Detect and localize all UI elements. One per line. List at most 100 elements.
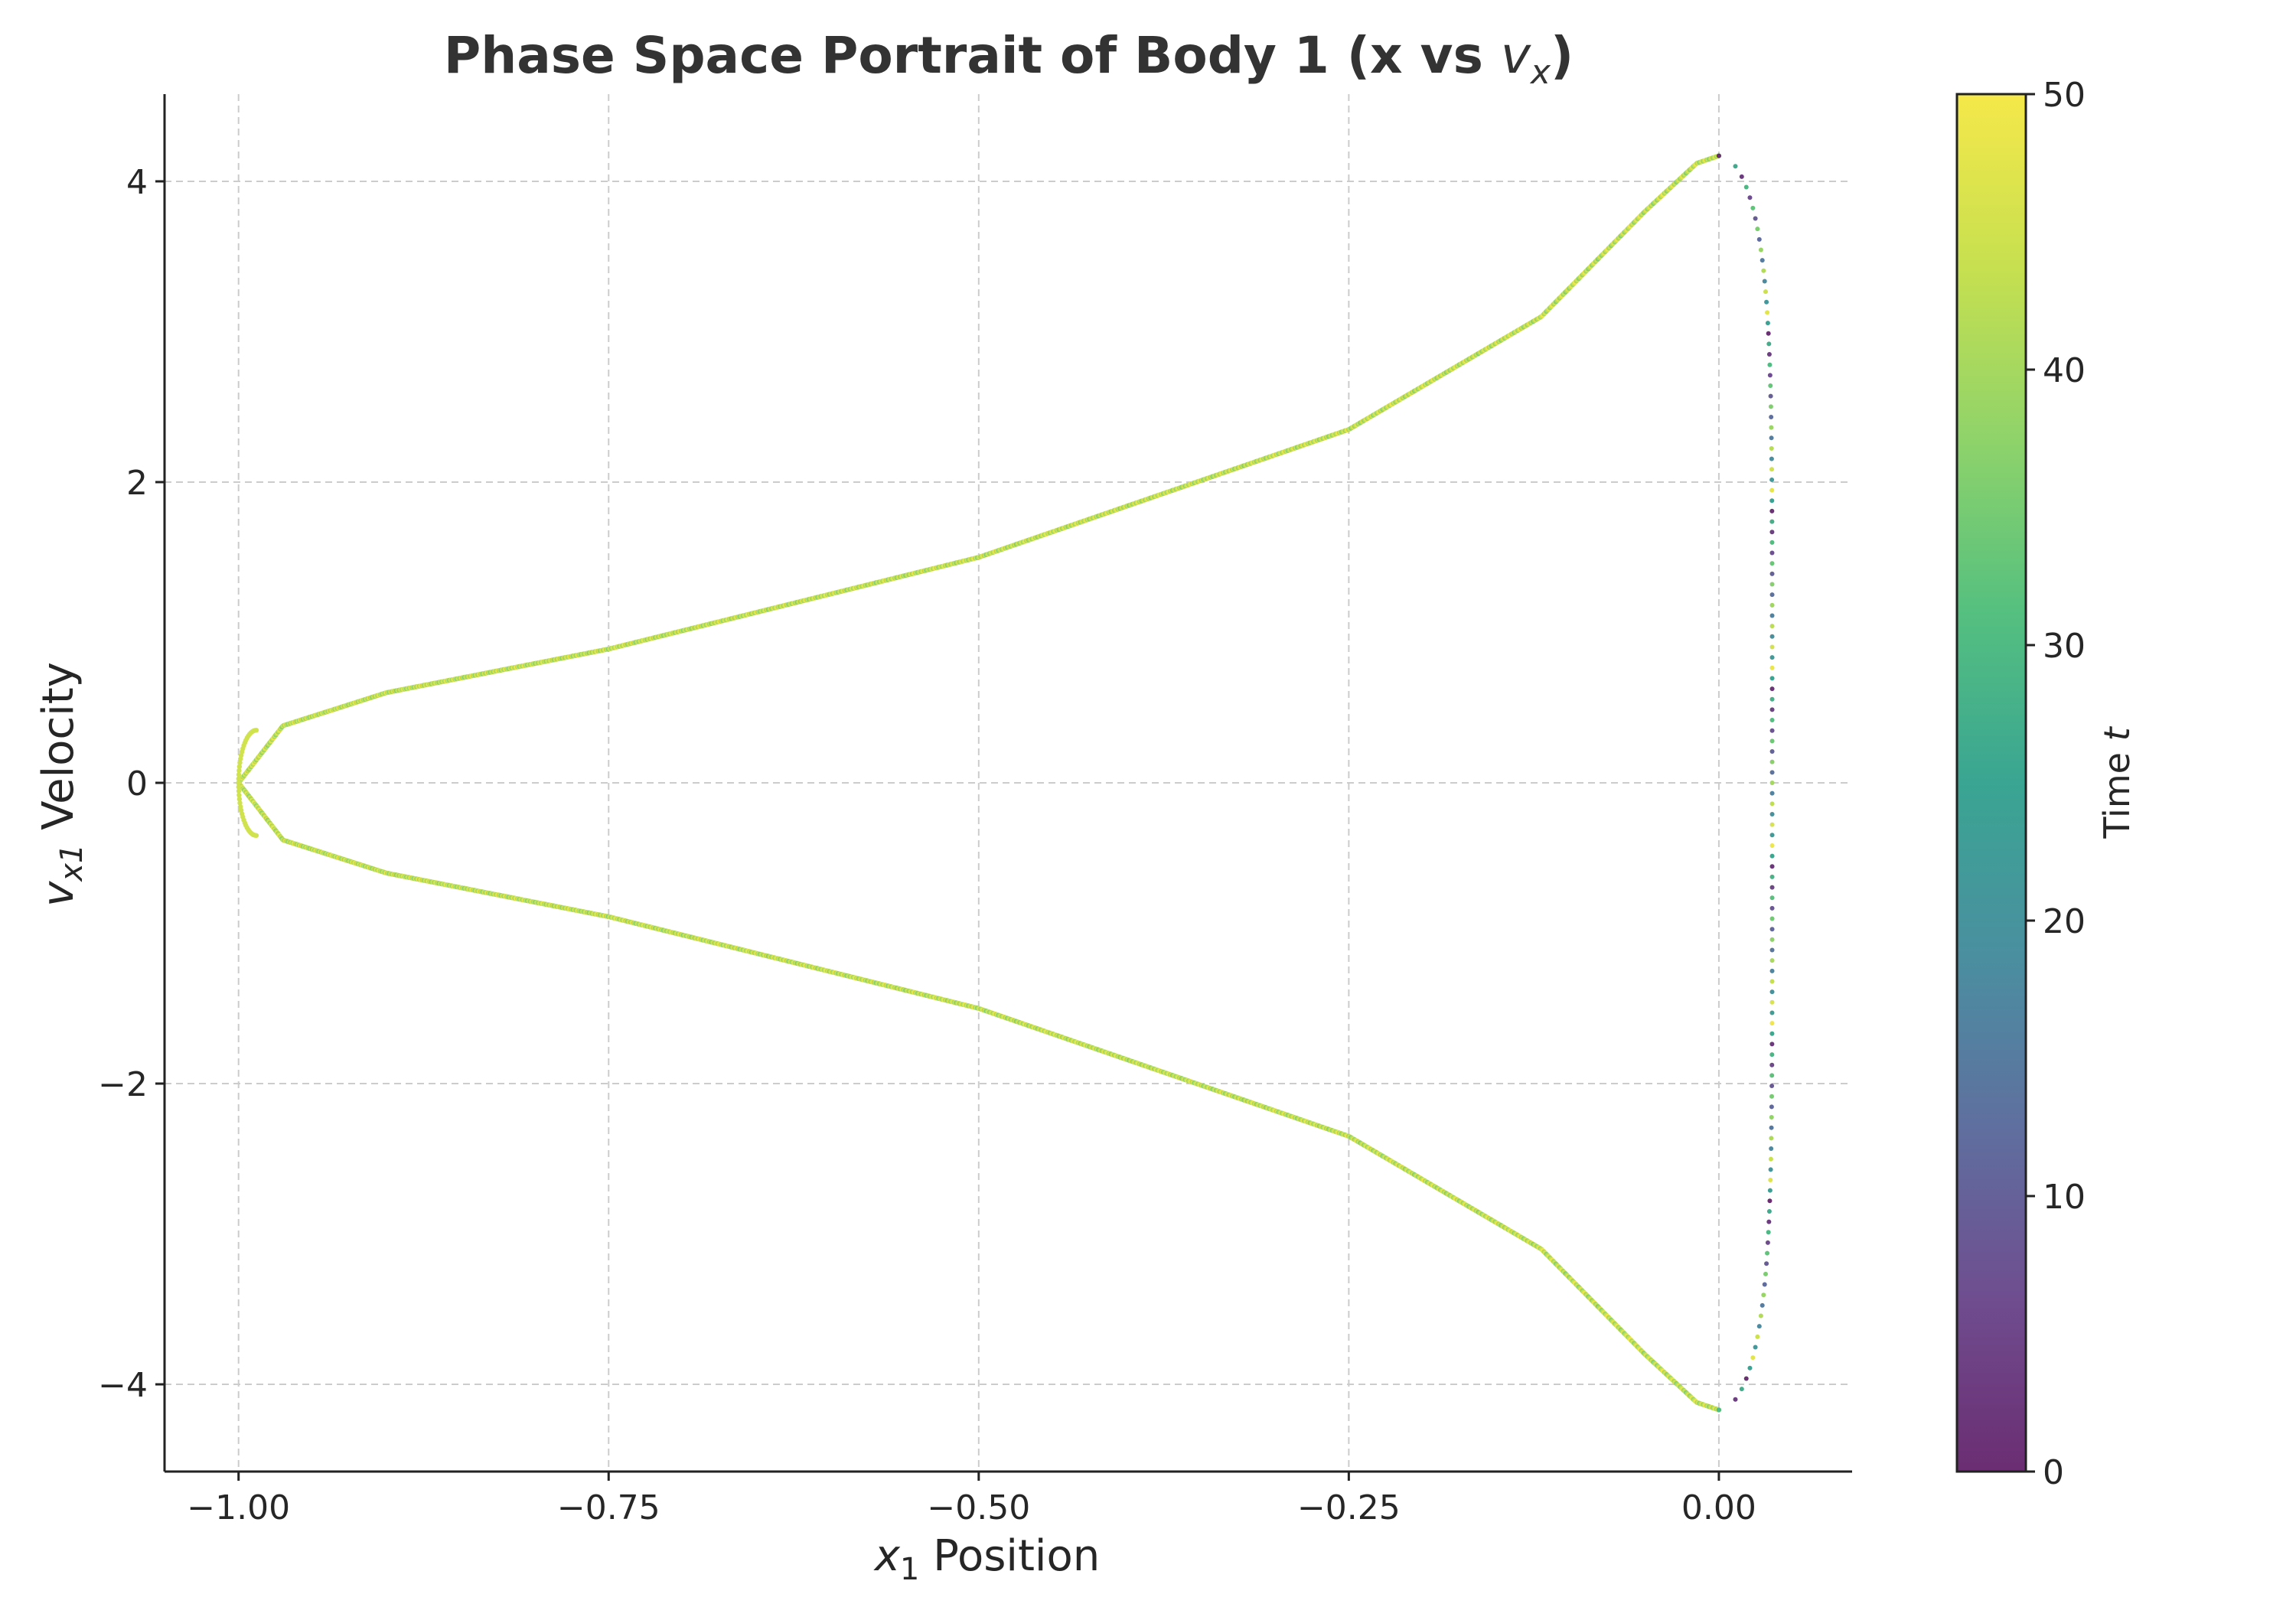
scatter-point bbox=[1750, 205, 1756, 210]
scatter-point bbox=[1769, 487, 1775, 493]
scatter-point bbox=[236, 797, 243, 802]
scatter-point bbox=[1747, 1365, 1753, 1371]
scatter-point bbox=[1769, 822, 1775, 827]
scatter-point bbox=[1753, 216, 1758, 221]
scatter-point bbox=[1769, 1136, 1774, 1141]
scatter-point bbox=[1769, 759, 1775, 764]
scatter-point bbox=[1769, 519, 1775, 524]
scatter-point bbox=[1768, 1177, 1773, 1182]
scatter-point bbox=[1769, 477, 1775, 482]
colorbar-tick-label: 40 bbox=[2043, 351, 2086, 390]
scatter-point bbox=[1769, 927, 1775, 932]
scatter-points bbox=[236, 153, 1775, 1413]
scatter-point bbox=[1767, 1188, 1773, 1193]
scatter-point bbox=[1769, 613, 1775, 618]
scatter-point bbox=[1756, 1324, 1762, 1329]
y-tick-label: 2 bbox=[126, 464, 148, 503]
scatter-point bbox=[1769, 801, 1775, 807]
scatter-point bbox=[1765, 1240, 1770, 1245]
scatter-point bbox=[1761, 268, 1766, 273]
scatter-point bbox=[1765, 1250, 1770, 1256]
scatter-point bbox=[236, 772, 242, 777]
scatter-point bbox=[1766, 1219, 1772, 1224]
scatter-point bbox=[1769, 738, 1775, 744]
colorbar-tick-label: 0 bbox=[2043, 1453, 2064, 1492]
y-ticks: −4 −2 0 2 4 bbox=[98, 163, 165, 1405]
scatter-point bbox=[1769, 602, 1775, 608]
scatter-point bbox=[236, 768, 242, 774]
x-ticks: −1.00 −0.75 −0.50 −0.25 0.00 bbox=[187, 1472, 1756, 1527]
scatter-point bbox=[1769, 989, 1775, 995]
scatter-point bbox=[1769, 561, 1775, 566]
scatter-point bbox=[1769, 1104, 1774, 1110]
scatter-point bbox=[1758, 247, 1763, 253]
scatter-point bbox=[236, 764, 243, 769]
scatter-point bbox=[1769, 425, 1774, 430]
scatter-point bbox=[236, 784, 241, 790]
scatter-point bbox=[1769, 1010, 1775, 1015]
scatter-point bbox=[1769, 781, 1775, 785]
scatter-point bbox=[1769, 624, 1775, 629]
scatter-point bbox=[1769, 874, 1775, 879]
x-tick-label: −0.75 bbox=[557, 1488, 660, 1527]
x-tick-label: −1.00 bbox=[187, 1488, 290, 1527]
scatter-point bbox=[1763, 289, 1768, 295]
scatter-point bbox=[1769, 1115, 1774, 1120]
scatter-point bbox=[1769, 1031, 1775, 1036]
scatter-point bbox=[1761, 1292, 1766, 1298]
scatter-point bbox=[1769, 833, 1775, 838]
y-axis-label: vx1 Velocity bbox=[34, 662, 90, 907]
scatter-point bbox=[253, 728, 259, 733]
scatter-point bbox=[1769, 592, 1775, 598]
scatter-point bbox=[1769, 1146, 1774, 1152]
scatter-point bbox=[1739, 174, 1744, 179]
scatter-point bbox=[1766, 1208, 1772, 1214]
scatter-point bbox=[1762, 1282, 1767, 1287]
scatter-point bbox=[1769, 770, 1775, 775]
scatter-point bbox=[1769, 968, 1775, 973]
scatter-point bbox=[1769, 686, 1775, 692]
scatter-point bbox=[1766, 1230, 1771, 1235]
scatter-point bbox=[1769, 895, 1775, 901]
colorbar-tick-label: 50 bbox=[2043, 76, 2086, 115]
scatter-point bbox=[1769, 676, 1775, 681]
scatter-point bbox=[1743, 1376, 1749, 1381]
scatter-point bbox=[1769, 414, 1774, 419]
scatter-point bbox=[1739, 1387, 1744, 1392]
scatter-point bbox=[1769, 707, 1775, 712]
scatter-point bbox=[236, 788, 242, 794]
x-tick-label: 0.00 bbox=[1681, 1488, 1756, 1527]
scatter-point bbox=[1769, 582, 1775, 587]
scatter-point bbox=[1769, 1094, 1775, 1099]
x-tick-label: −0.25 bbox=[1297, 1488, 1401, 1527]
scatter-point bbox=[1716, 153, 1721, 158]
scatter-point bbox=[1769, 979, 1775, 984]
scatter-point bbox=[1769, 885, 1775, 890]
scatter-point bbox=[1747, 195, 1753, 200]
scatter-point bbox=[1760, 258, 1765, 263]
scatter-point bbox=[1769, 947, 1775, 953]
scatter-point bbox=[1769, 937, 1775, 942]
scatter-point bbox=[1769, 498, 1775, 504]
scatter-point bbox=[236, 776, 241, 781]
scatter-point bbox=[1769, 696, 1775, 702]
scatter-point bbox=[1766, 341, 1772, 347]
scatter-point bbox=[1769, 445, 1774, 451]
scatter-point bbox=[1755, 1334, 1760, 1339]
chart-title: Phase Space Portrait of Body 1 (x vs vx) bbox=[444, 26, 1574, 92]
scatter-point bbox=[1769, 456, 1774, 461]
scatter-point bbox=[1768, 404, 1773, 409]
scatter-point bbox=[1769, 644, 1775, 650]
scatter-point bbox=[1762, 279, 1767, 284]
scatter-point bbox=[1769, 571, 1775, 576]
scatter-point bbox=[1769, 539, 1775, 545]
scatter-point bbox=[1763, 1271, 1768, 1276]
scatter-point bbox=[1769, 1125, 1774, 1130]
scatter-point bbox=[1769, 550, 1775, 556]
scatter-point bbox=[1769, 853, 1775, 859]
scatter-point bbox=[1716, 1407, 1721, 1413]
scatter-point bbox=[1769, 790, 1775, 796]
scatter-point bbox=[236, 792, 242, 798]
scatter-point bbox=[1765, 321, 1770, 326]
